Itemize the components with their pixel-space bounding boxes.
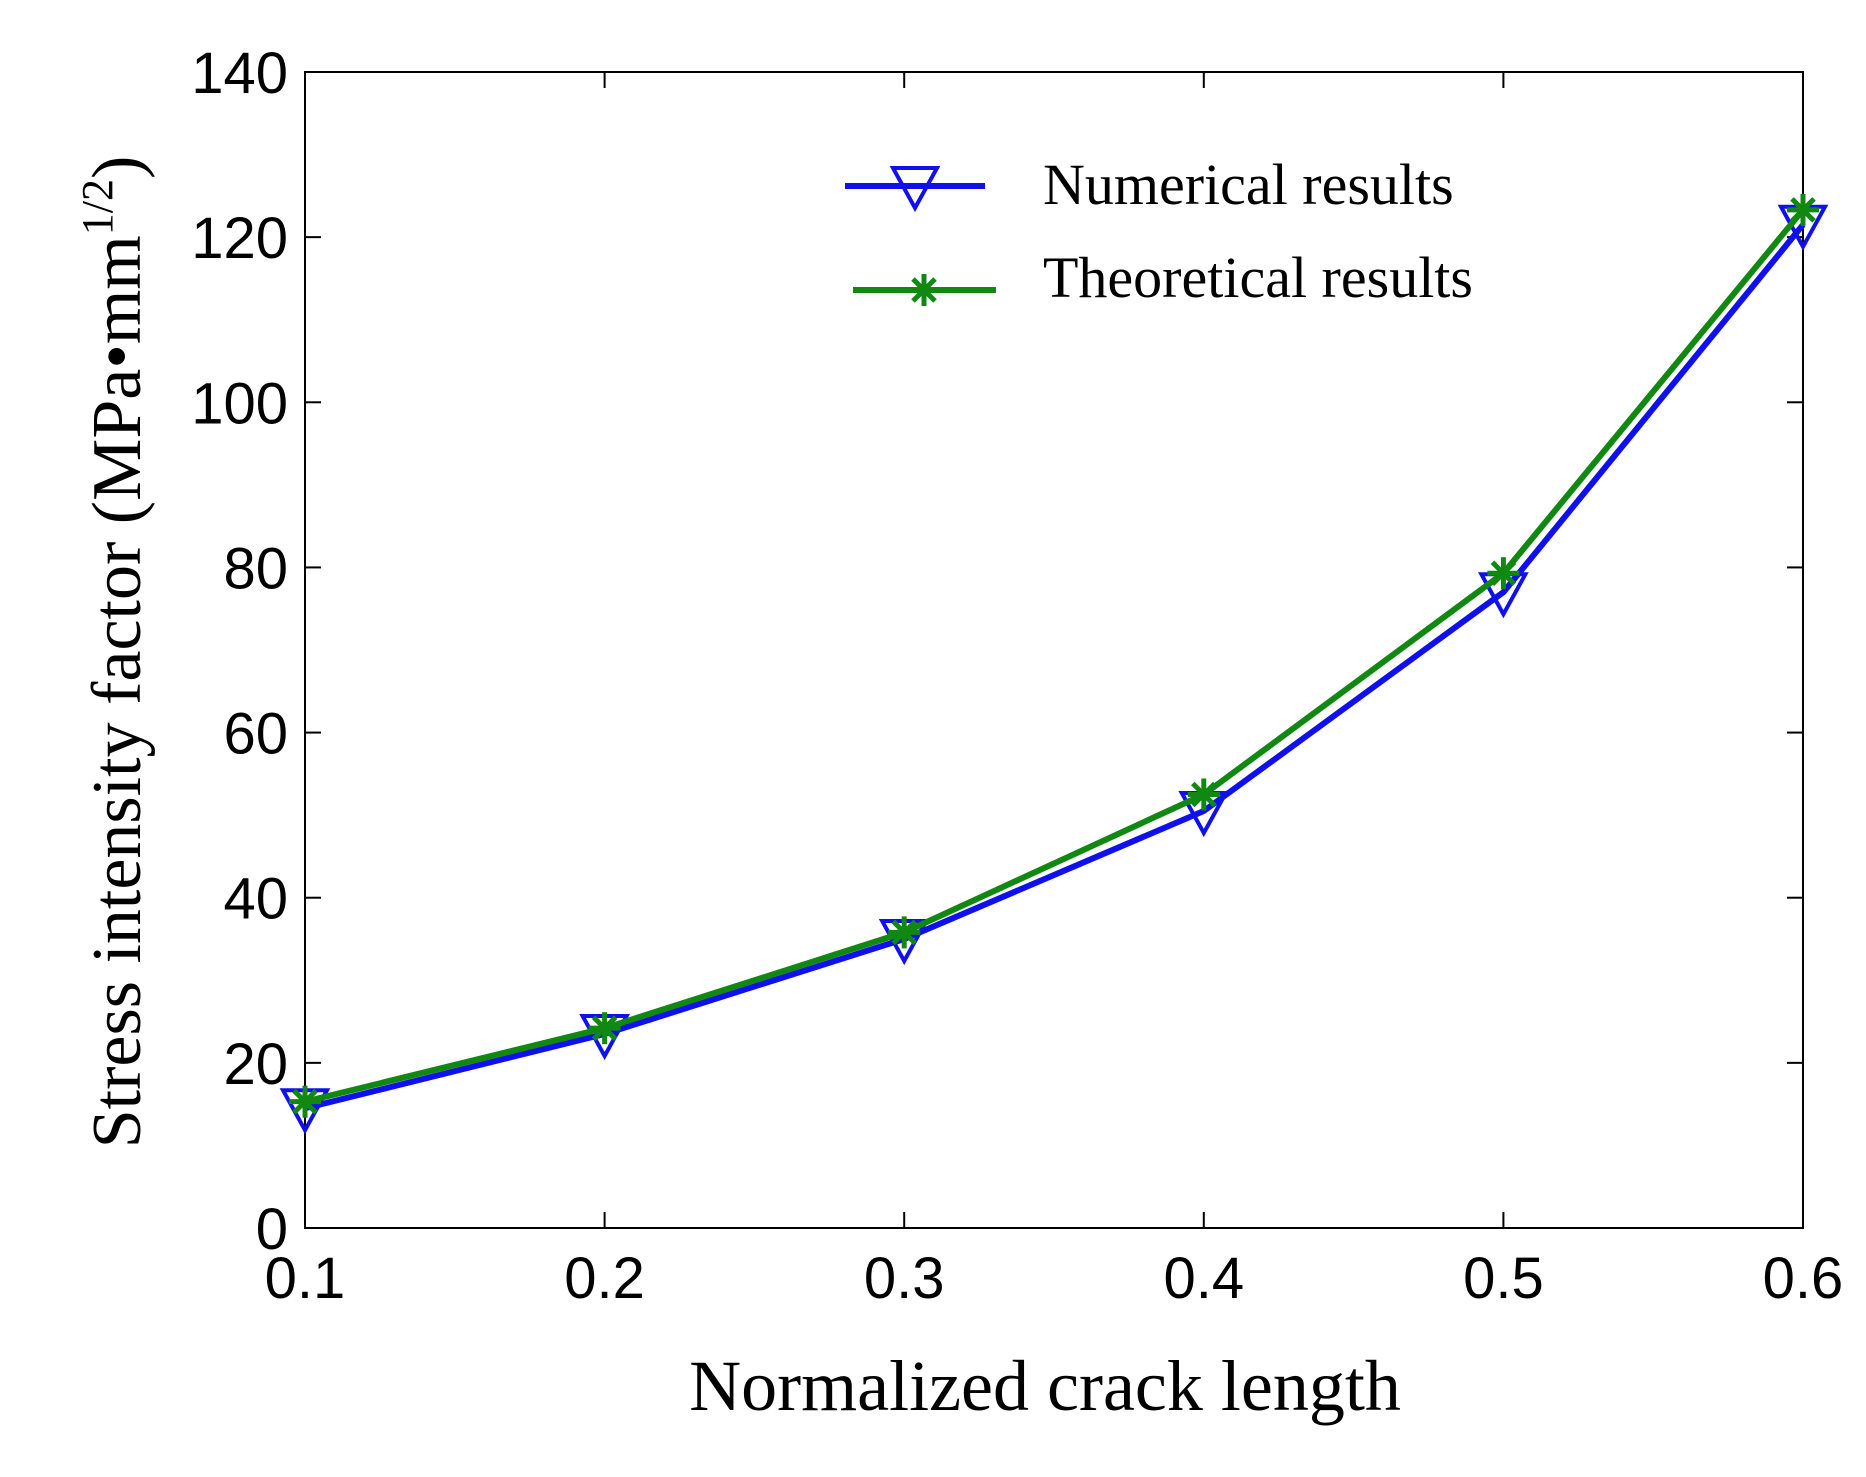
x-axis-label: Normalized crack length: [689, 1346, 1401, 1426]
x-tick-label: 0.4: [1163, 1246, 1244, 1311]
axis-ticks: 0.1 0.2 0.3 0.4 0.5 0.6 0 20 40 60 80 100 120 140: [191, 41, 1843, 1311]
y-tick-label: 80: [223, 536, 288, 601]
legend-marker-theoretical: [908, 274, 940, 306]
data-point-theoretical: [289, 1085, 321, 1118]
x-tick-label: 0.5: [1463, 1246, 1544, 1311]
x-tick-label: 0.1: [265, 1246, 346, 1311]
series-theoretical: [289, 193, 1819, 1118]
y-axis-label-main: Stress intensity factor (MPa•mm: [79, 235, 156, 1148]
y-tick-label: 140: [191, 41, 288, 106]
y-tick-label: 60: [223, 702, 288, 767]
plot-area-frame: [304, 71, 1804, 1229]
y-tick-label: 40: [223, 867, 288, 932]
data-point-theoretical: [1787, 193, 1819, 226]
data-point-theoretical: [1487, 557, 1520, 590]
y-tick-label: 20: [223, 1032, 288, 1097]
y-tick-label: 120: [191, 206, 288, 271]
legend-marker-numerical: [889, 166, 941, 213]
series-line-theoretical: [304, 207, 1806, 1105]
legend-label-theoretical: Theoretical results: [1043, 245, 1473, 310]
series-numerical: [279, 204, 1829, 1135]
legend-entry-numerical: Numerical results: [845, 152, 1454, 217]
y-axis-label: Stress intensity factor (MPa•mm1/2): [73, 156, 156, 1149]
legend: Numerical results Theoretical results: [845, 152, 1473, 310]
y-axis-label-superscript: 1/2: [73, 179, 122, 235]
legend-label-numerical: Numerical results: [1043, 152, 1454, 217]
legend-entry-theoretical: Theoretical results: [853, 245, 1473, 310]
x-tick-label: 0.3: [864, 1246, 945, 1311]
y-axis-label-close: ): [79, 156, 156, 179]
series-layer: [279, 193, 1829, 1135]
x-tick-label: 0.6: [1763, 1246, 1844, 1311]
y-tick-label: 0: [256, 1197, 288, 1262]
data-point-theoretical: [888, 916, 921, 949]
x-tick-label: 0.2: [564, 1246, 645, 1311]
data-point-theoretical: [588, 1012, 621, 1045]
data-point-theoretical: [1187, 778, 1220, 811]
y-tick-label: 100: [191, 371, 288, 436]
series-line-numerical: [304, 222, 1806, 1112]
